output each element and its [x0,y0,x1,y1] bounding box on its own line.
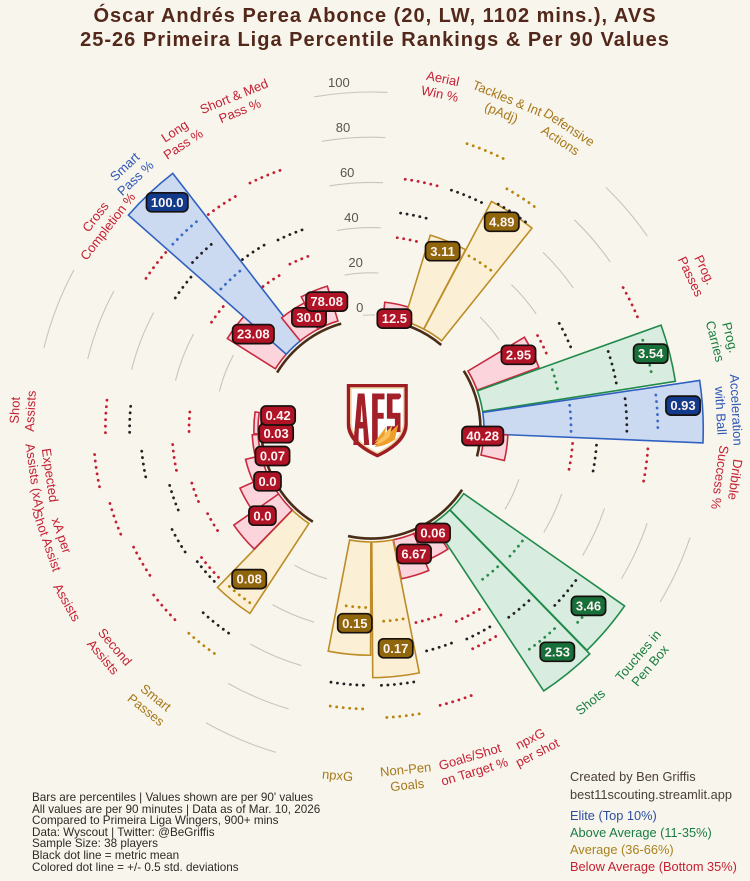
svg-text:Assists: Assists [22,390,39,432]
svg-text:Dribble: Dribble [725,458,746,501]
svg-text:78.08: 78.08 [310,294,343,309]
svg-text:4.89: 4.89 [489,214,514,229]
svg-text:30.0: 30.0 [296,310,321,325]
svg-text:60: 60 [340,165,354,180]
svg-text:Shots: Shots [573,685,609,718]
svg-text:2.53: 2.53 [545,644,570,659]
svg-text:0.06: 0.06 [420,526,445,541]
svg-text:40.28: 40.28 [466,429,499,444]
svg-text:0.0: 0.0 [253,508,271,523]
svg-text:20: 20 [348,255,362,270]
svg-text:80: 80 [336,120,350,135]
svg-text:Success %: Success % [708,445,732,511]
svg-text:3.46: 3.46 [576,599,601,614]
svg-text:0.42: 0.42 [265,408,290,423]
svg-text:12.5: 12.5 [382,311,407,326]
svg-text:0.0: 0.0 [258,474,276,489]
svg-text:6.67: 6.67 [401,547,426,562]
svg-text:Goals: Goals [390,776,426,794]
svg-text:Shot: Shot [7,396,23,424]
svg-text:Win %: Win % [420,83,460,105]
svg-text:23.08: 23.08 [237,327,270,342]
svg-text:with Ball: with Ball [712,385,730,435]
svg-text:Aerial: Aerial [425,68,461,89]
svg-text:0.03: 0.03 [263,426,288,441]
svg-text:0.93: 0.93 [670,398,695,413]
svg-text:npxG: npxG [321,766,353,784]
svg-text:0.07: 0.07 [260,449,285,464]
svg-text:3.54: 3.54 [638,346,664,361]
svg-text:0: 0 [356,300,363,315]
svg-text:3.11: 3.11 [430,244,455,259]
svg-text:40: 40 [344,210,358,225]
svg-text:Acceleration: Acceleration [727,374,746,446]
svg-text:2.95: 2.95 [506,347,531,362]
svg-text:100: 100 [328,75,350,90]
svg-text:100.0: 100.0 [151,195,184,210]
svg-text:0.15: 0.15 [342,616,367,631]
svg-text:0.08: 0.08 [237,572,262,587]
svg-text:Non-Pen: Non-Pen [379,759,432,779]
svg-text:Assists: Assists [50,581,84,625]
svg-text:0.17: 0.17 [383,641,408,656]
svg-text:Prog.: Prog. [719,320,741,354]
